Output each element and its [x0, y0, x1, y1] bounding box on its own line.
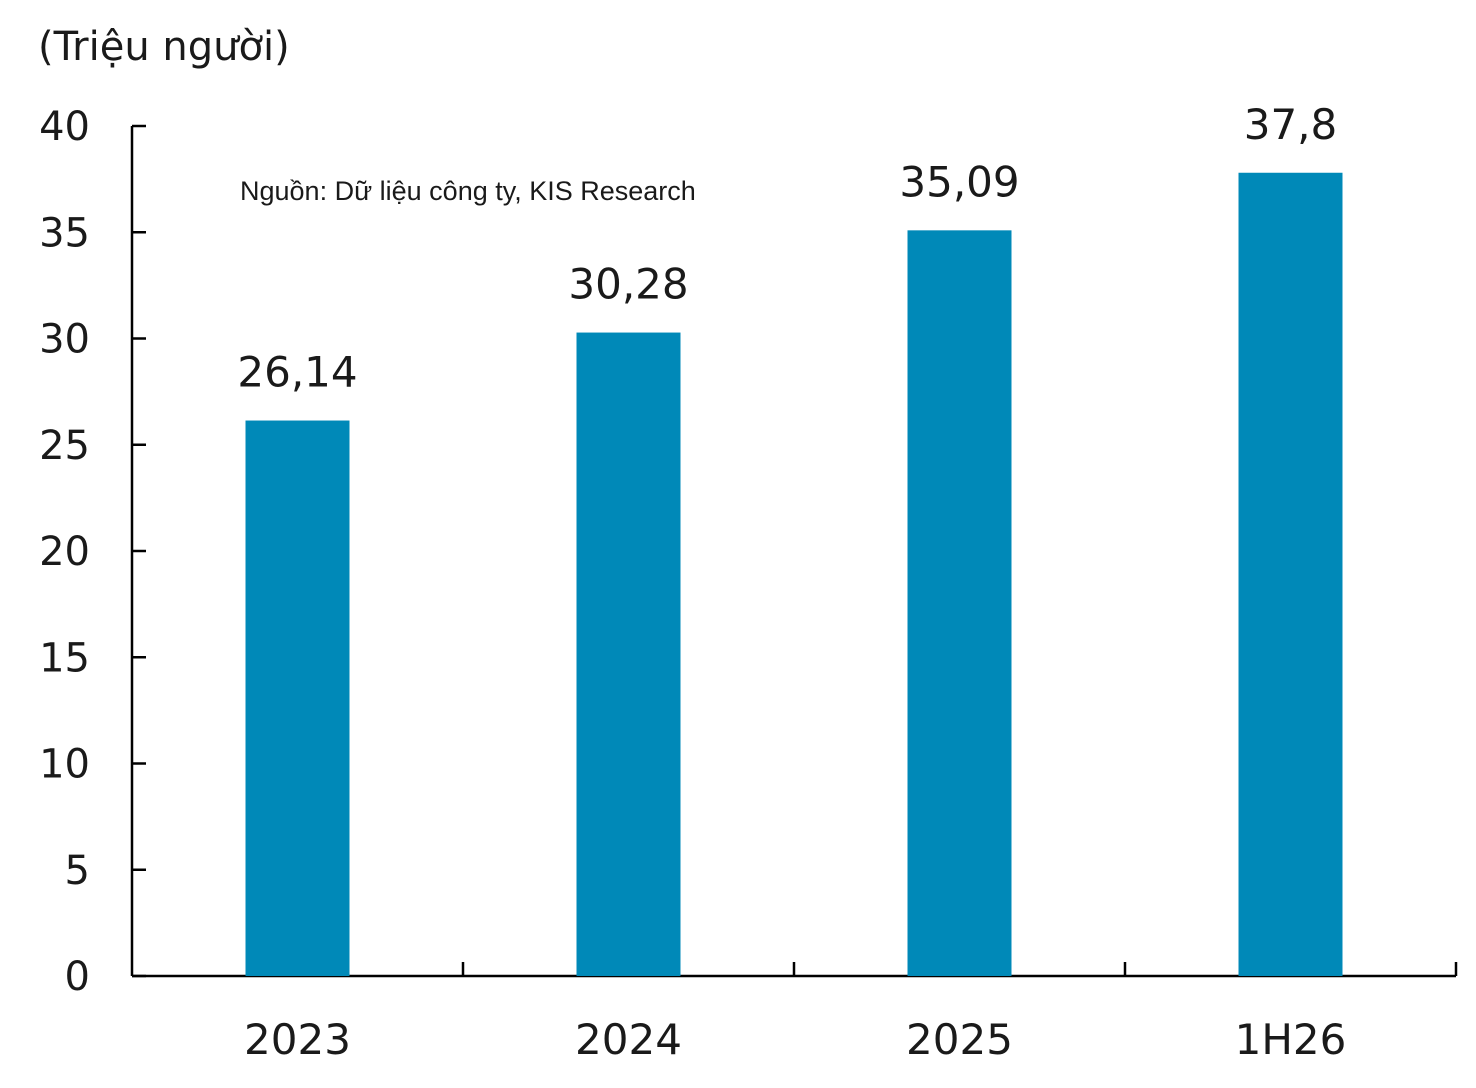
y-tick-label: 30 [39, 317, 90, 363]
x-tick-label-2025: 2025 [906, 1015, 1013, 1064]
data-label-2023: 26,14 [237, 348, 357, 397]
bars [245, 172, 1343, 976]
bar-2024 [576, 332, 681, 976]
bar-value-labels: 26,14 30,28 35,09 37,8 [237, 100, 1337, 397]
bar-2025 [907, 230, 1012, 976]
y-tick-label: 35 [39, 210, 90, 256]
y-axis-unit-label: (Triệu người) [38, 24, 290, 70]
y-tick-label: 5 [65, 848, 90, 894]
y-tick-label: 10 [39, 742, 90, 788]
data-label-2025: 35,09 [899, 157, 1019, 206]
x-tick-label-1h26: 1H26 [1235, 1015, 1347, 1064]
y-tick-label: 25 [39, 423, 90, 469]
y-tick-label: 15 [39, 635, 90, 681]
y-tick-label: 0 [65, 954, 90, 1000]
y-axis: 0 5 10 15 20 25 30 35 40 [39, 104, 146, 1000]
bar-1h26 [1238, 172, 1343, 976]
data-label-1h26: 37,8 [1244, 100, 1338, 149]
bar-2023 [245, 420, 350, 976]
y-tick-label: 40 [39, 104, 90, 150]
x-tick-label-2024: 2024 [575, 1015, 682, 1064]
x-axis: 2023 2024 2025 1H26 [132, 962, 1458, 1064]
y-tick-label: 20 [39, 529, 90, 575]
x-tick-label-2023: 2023 [244, 1015, 351, 1064]
data-label-2024: 30,28 [568, 260, 688, 309]
source-note: Nguồn: Dữ liệu công ty, KIS Research [240, 176, 696, 206]
